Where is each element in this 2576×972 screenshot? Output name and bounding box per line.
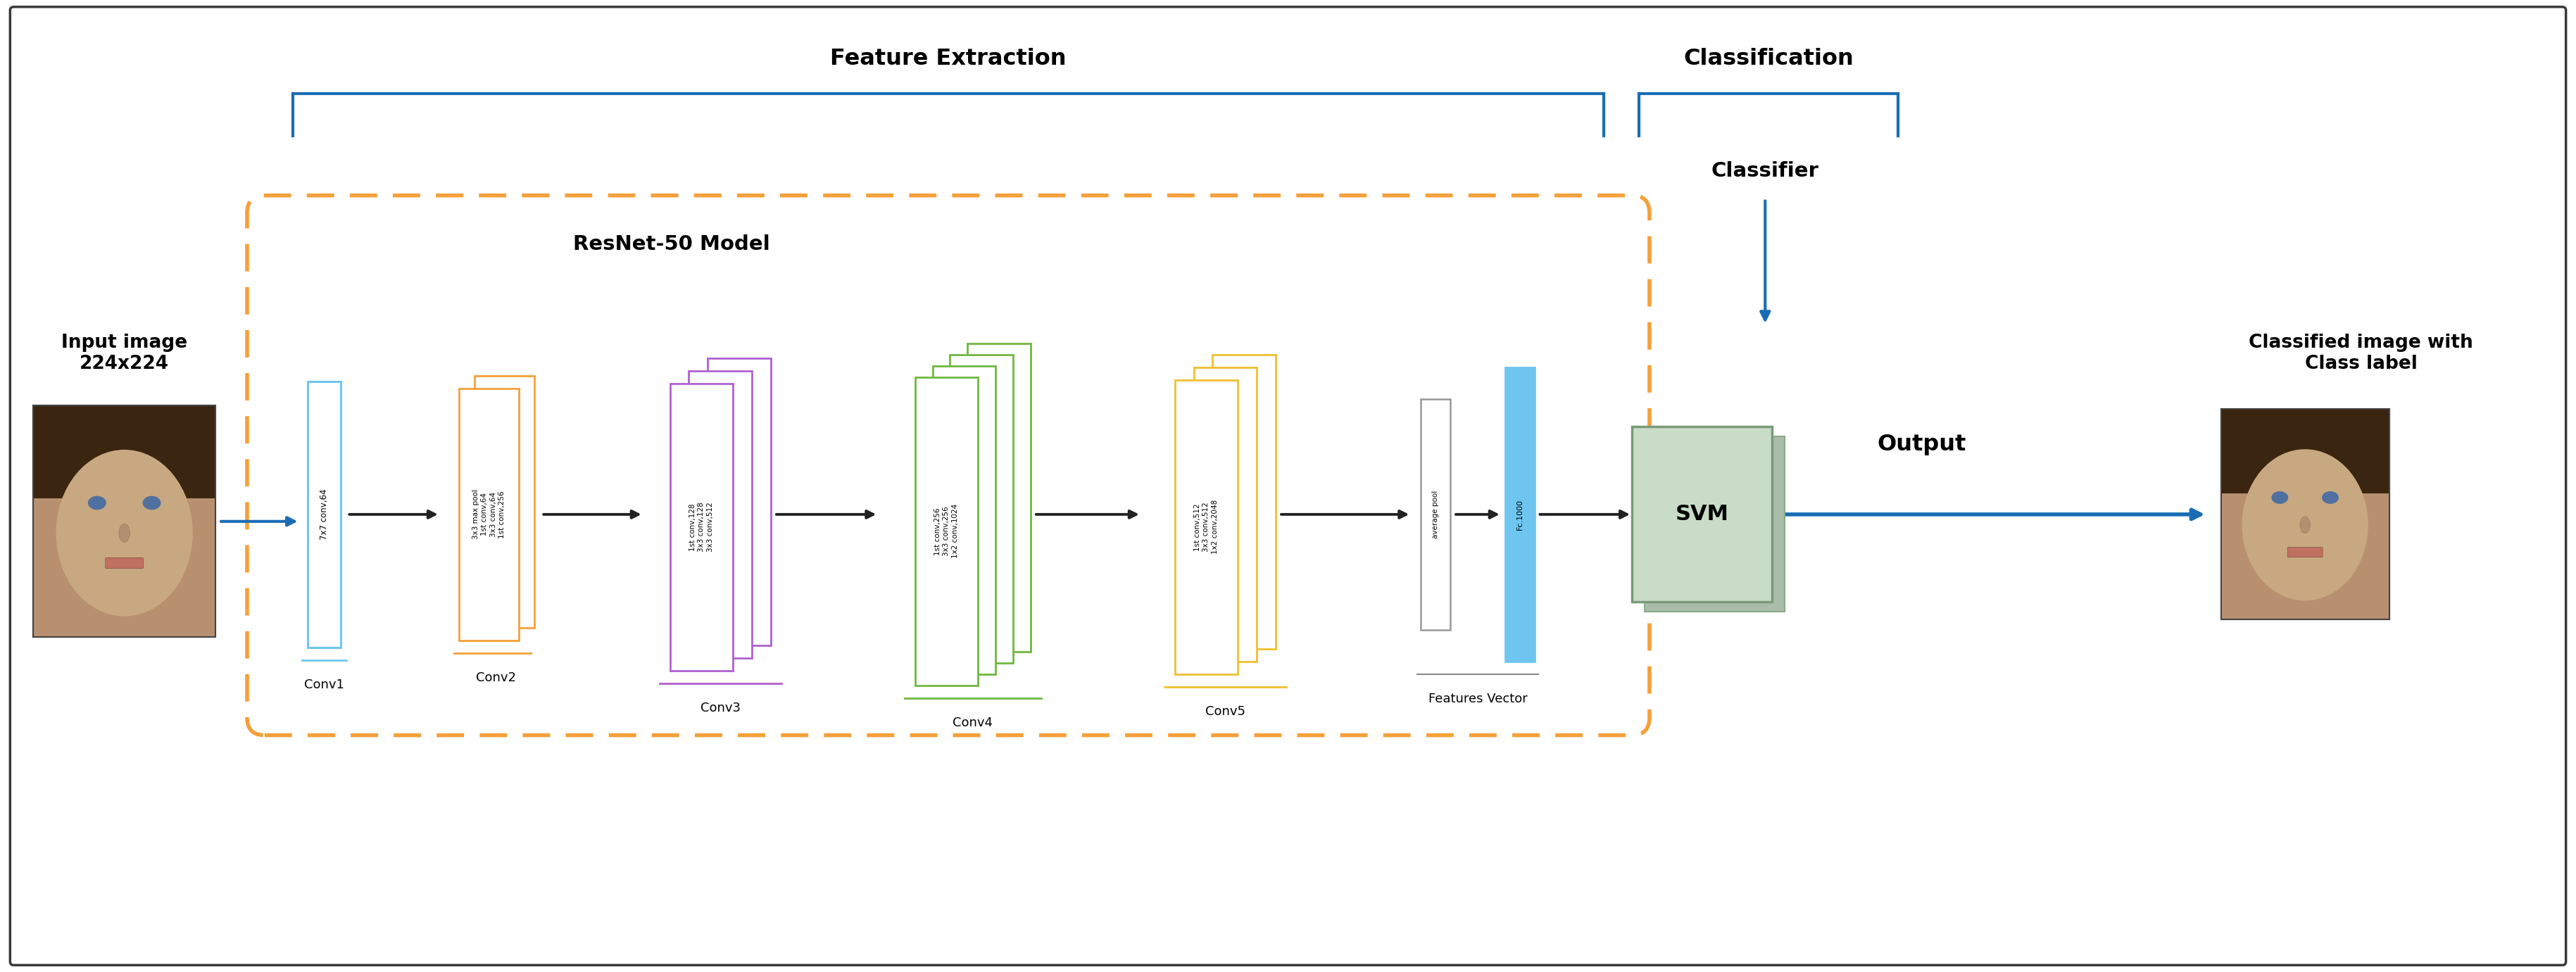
FancyBboxPatch shape	[307, 381, 340, 647]
FancyBboxPatch shape	[1213, 355, 1275, 649]
FancyBboxPatch shape	[670, 383, 734, 671]
FancyBboxPatch shape	[2221, 409, 2388, 494]
Text: 1st conv,512
3x3 conv,512
1x2 conv,2048: 1st conv,512 3x3 conv,512 1x2 conv,2048	[1195, 500, 1218, 554]
Text: average pool: average pool	[1432, 490, 1440, 538]
Text: 7x7 conv,64: 7x7 conv,64	[319, 489, 330, 539]
FancyBboxPatch shape	[1643, 436, 1785, 611]
Text: Conv3: Conv3	[701, 702, 739, 714]
Text: Features Vector: Features Vector	[1427, 692, 1528, 705]
FancyBboxPatch shape	[1422, 399, 1450, 630]
FancyBboxPatch shape	[969, 343, 1030, 652]
FancyBboxPatch shape	[33, 405, 216, 499]
Ellipse shape	[2241, 449, 2367, 601]
Text: Conv4: Conv4	[953, 716, 992, 729]
Ellipse shape	[57, 450, 193, 616]
FancyBboxPatch shape	[1175, 380, 1239, 675]
FancyBboxPatch shape	[951, 355, 1012, 663]
FancyBboxPatch shape	[474, 375, 533, 628]
FancyBboxPatch shape	[33, 405, 216, 637]
Text: Input image
224x224: Input image 224x224	[62, 333, 188, 373]
Ellipse shape	[118, 524, 129, 542]
FancyBboxPatch shape	[2221, 409, 2388, 619]
FancyBboxPatch shape	[688, 370, 752, 658]
Text: Classification: Classification	[1685, 48, 1855, 70]
Text: Conv1: Conv1	[304, 678, 345, 691]
FancyBboxPatch shape	[2221, 409, 2388, 619]
Text: SVM: SVM	[1674, 504, 1728, 525]
FancyBboxPatch shape	[1504, 367, 1535, 662]
Text: Conv2: Conv2	[477, 672, 515, 684]
Text: Fc.1000: Fc.1000	[1517, 499, 1522, 530]
FancyBboxPatch shape	[708, 358, 770, 645]
Text: Feature Extraction: Feature Extraction	[829, 48, 1066, 70]
Text: Classified image with
Class label: Classified image with Class label	[2249, 333, 2473, 373]
Text: Classifier: Classifier	[1710, 161, 1819, 181]
FancyBboxPatch shape	[2287, 547, 2324, 557]
Ellipse shape	[142, 496, 160, 510]
Text: Output: Output	[1878, 434, 1965, 455]
FancyBboxPatch shape	[1193, 367, 1257, 662]
Ellipse shape	[2272, 491, 2287, 503]
Ellipse shape	[2321, 491, 2339, 503]
FancyBboxPatch shape	[10, 7, 2566, 965]
Ellipse shape	[88, 496, 106, 510]
Text: Conv5: Conv5	[1206, 705, 1244, 717]
FancyBboxPatch shape	[1633, 427, 1772, 602]
Text: 1st conv,128
3x3 conv,128
3x3 conv,512: 1st conv,128 3x3 conv,128 3x3 conv,512	[690, 503, 714, 552]
FancyBboxPatch shape	[33, 405, 216, 637]
Text: ResNet-50 Model: ResNet-50 Model	[572, 234, 770, 255]
Ellipse shape	[2300, 516, 2311, 534]
FancyBboxPatch shape	[459, 388, 518, 641]
Text: 3x3 max pool
1st conv,64
3x3 conv,64
1st conv,256: 3x3 max pool 1st conv,64 3x3 conv,64 1st…	[471, 490, 505, 539]
FancyBboxPatch shape	[106, 558, 144, 569]
FancyBboxPatch shape	[914, 377, 979, 685]
Text: 1st conv,256
3x3 conv,256
1x2 conv,1024: 1st conv,256 3x3 conv,256 1x2 conv,1024	[935, 504, 958, 558]
FancyBboxPatch shape	[933, 365, 994, 675]
